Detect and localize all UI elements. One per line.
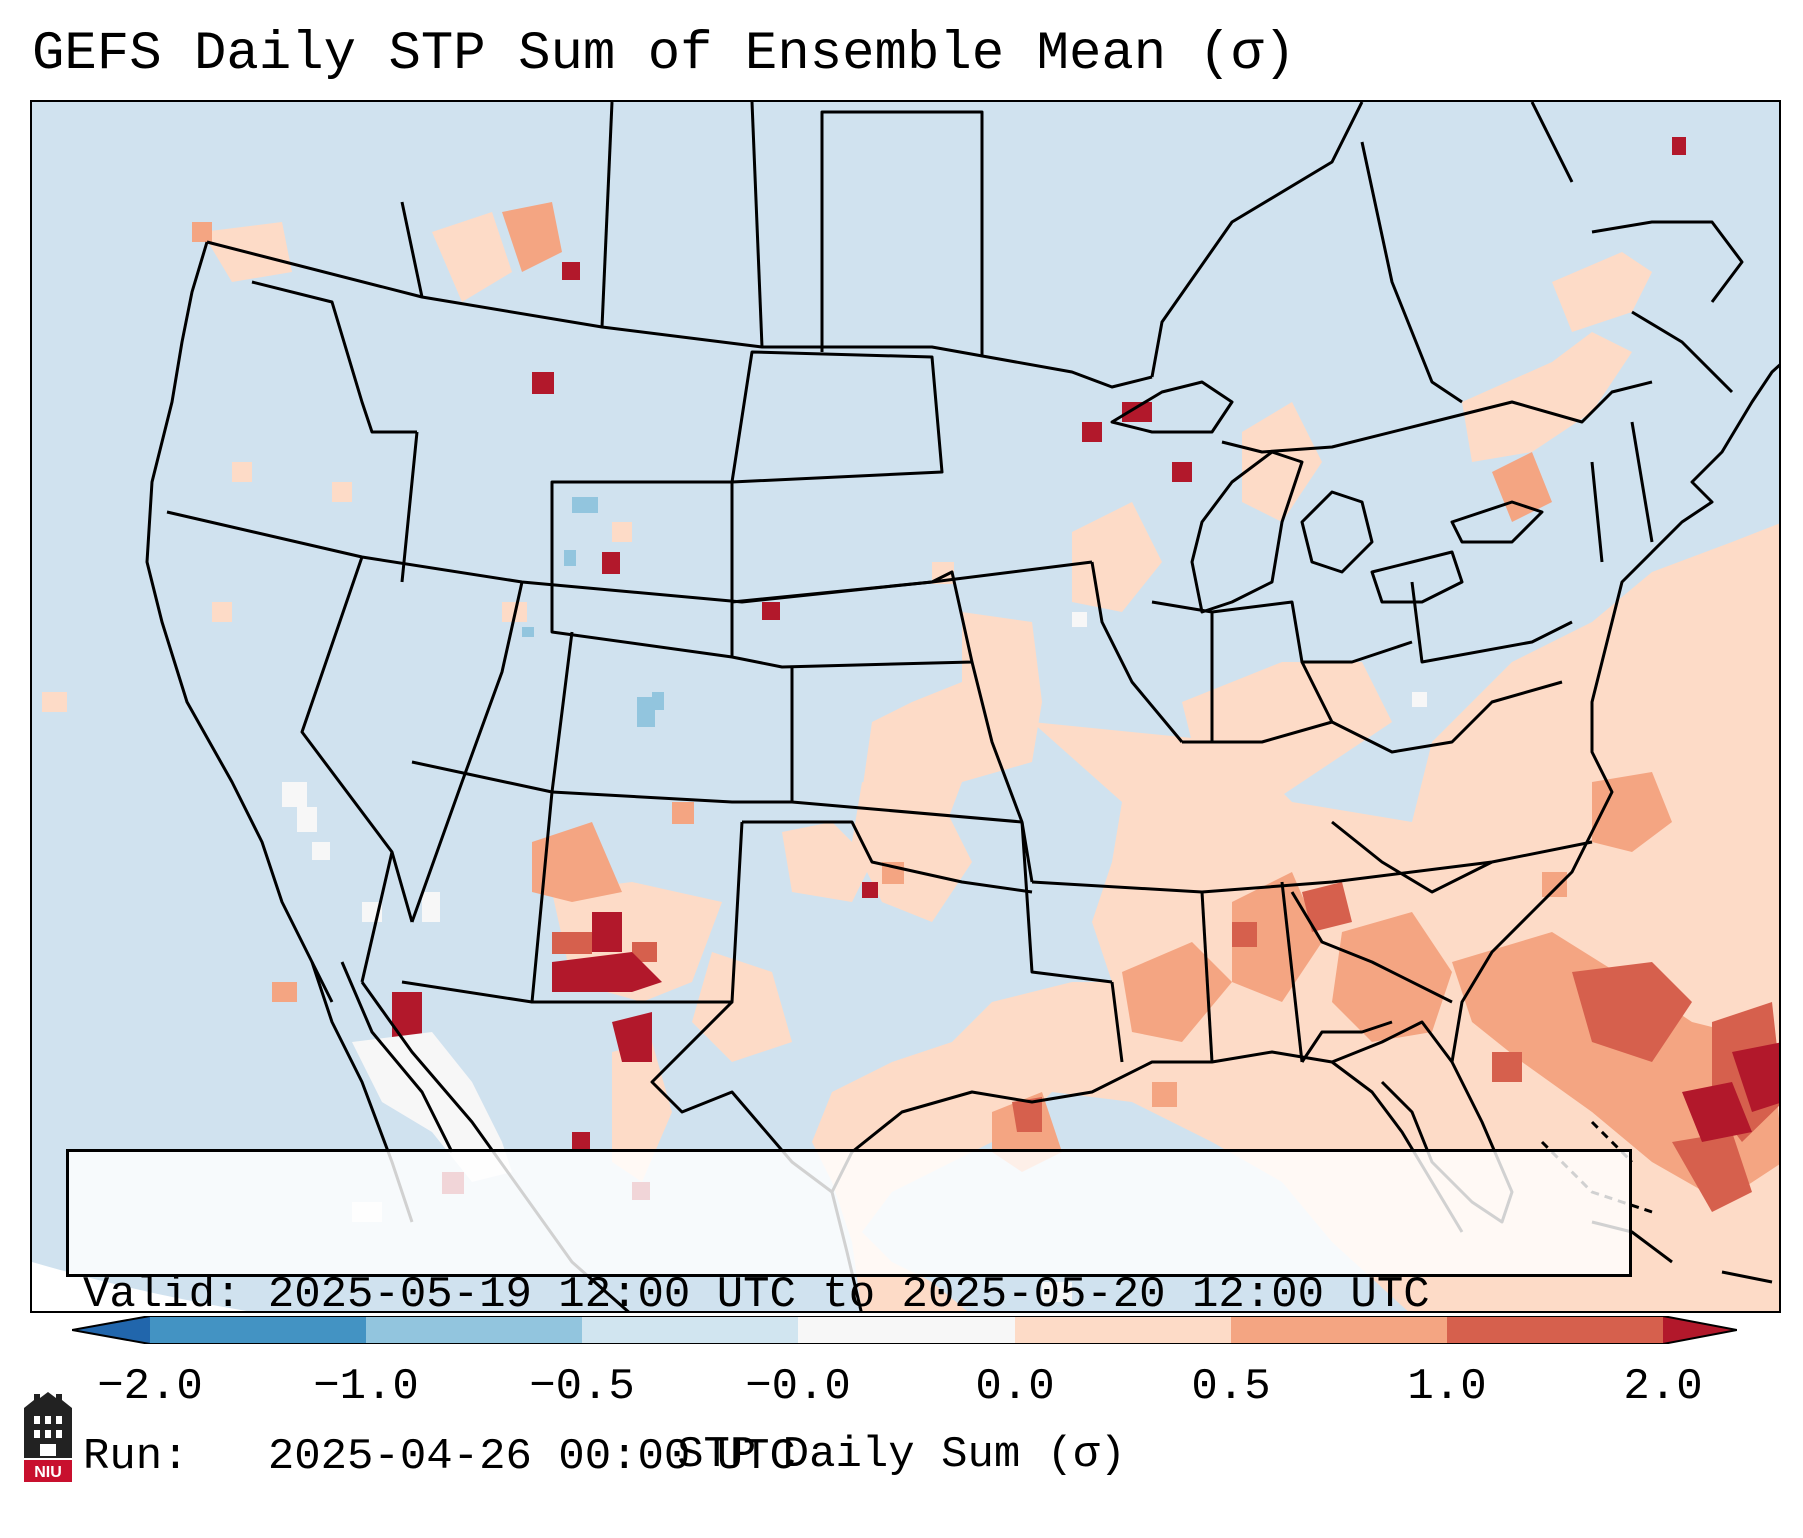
valid-label: Valid: [83,1270,242,1320]
niu-logo: NIU [24,1392,72,1482]
colorbar-segment-n2-n1 [150,1316,366,1344]
map-panel [30,100,1781,1313]
colorbar-axis-label: STP Daily Sum (σ) [677,1430,1126,1480]
valid-row: Valid: 2025-05-19 12:00 UTC to 2025-05-2… [83,1268,1615,1322]
niu-logo-text: NIU [34,1464,62,1481]
colorbar-tick-label: 2.0 [1623,1362,1703,1412]
colorbar-extend-max [1663,1316,1737,1344]
colorbar-tick-label: −1.0 [313,1362,419,1412]
colorbar-segment-1-2 [1447,1316,1663,1344]
stp-negative-cells [522,497,664,727]
colorbar [71,1315,1738,1356]
valid-run-info-box: Valid: 2025-05-19 12:00 UTC to 2025-05-2… [66,1149,1632,1482]
colorbar-segment-n1-n05 [366,1316,582,1344]
map-canvas [32,102,1779,1311]
run-value: 2025-04-26 00:00 UTC [267,1432,796,1482]
colorbar-svg [71,1315,1738,1356]
colorbar-tick-label: 1.0 [1407,1362,1487,1412]
colorbar-segment-n05-0 [582,1316,798,1344]
colorbar-segment-zero [798,1316,1015,1344]
run-row: Run: 2025-04-26 00:00 UTC [83,1430,1615,1484]
colorbar-tick-label: −0.0 [745,1362,851,1412]
colorbar-segment-05-1 [1231,1316,1447,1344]
colorbar-segment-0-05 [1015,1316,1231,1344]
valid-value: 2025-05-19 12:00 UTC to 2025-05-20 12:00… [267,1270,1430,1320]
colorbar-extend-min [72,1316,150,1344]
projection-edge [32,1262,247,1311]
run-label: Run: [83,1432,189,1482]
colorbar-tick-label: −0.5 [529,1362,635,1412]
colorbar-tick-label: 0.0 [975,1362,1055,1412]
colorbar-tick-label: −2.0 [97,1362,203,1412]
map-title: GEFS Daily STP Sum of Ensemble Mean (σ) [32,24,1296,85]
colorbar-tick-label: 0.5 [1191,1362,1271,1412]
